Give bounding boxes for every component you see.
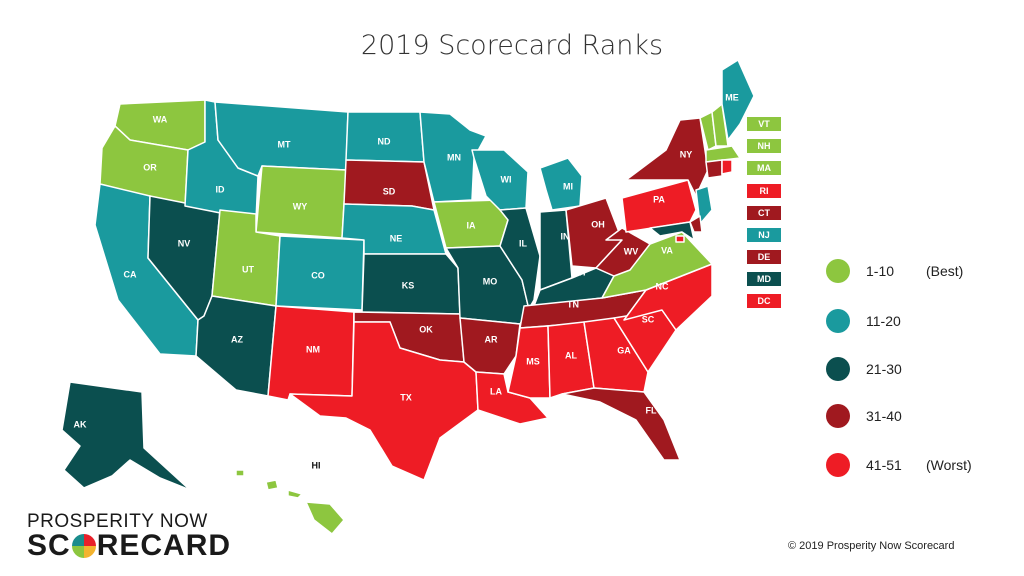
legend-swatch: [826, 309, 850, 333]
logo-text-end: RECARD: [96, 529, 232, 562]
state-de: [689, 215, 703, 233]
label-in: IN: [561, 231, 570, 241]
label-nv: NV: [178, 238, 191, 248]
legend-item-11-20: 11-20: [826, 308, 926, 334]
legend-swatch: [826, 453, 850, 477]
legend-range: 21-30: [866, 361, 902, 377]
state-tx: [289, 321, 479, 481]
state-ct: [705, 159, 723, 179]
label-hi: HI: [312, 460, 321, 470]
state-ga: [583, 317, 649, 393]
label-or: OR: [143, 162, 157, 172]
label-ia: IA: [467, 220, 477, 230]
logo-pie-icon: [71, 534, 96, 558]
legend-note: (Worst): [926, 457, 972, 473]
label-ks: KS: [402, 280, 415, 290]
label-pa: PA: [653, 194, 665, 204]
label-sc: SC: [642, 314, 655, 324]
state-mi: [539, 157, 583, 211]
label-wa: WA: [153, 114, 168, 124]
label-mi: MI: [563, 181, 573, 191]
label-nd: ND: [378, 136, 391, 146]
label-ga: GA: [617, 345, 631, 355]
label-me: ME: [725, 92, 739, 102]
logo-line-2: SC RECARD: [27, 531, 231, 561]
label-mo: MO: [483, 276, 498, 286]
legend-range: 1-10: [866, 263, 895, 279]
legend-note: (Best): [926, 263, 964, 279]
label-va: VA: [661, 245, 673, 255]
chip-ct: CT: [747, 206, 781, 220]
label-wy: WY: [293, 201, 308, 211]
state-dc: [675, 235, 685, 243]
label-ny: NY: [680, 149, 693, 159]
label-sd: SD: [383, 186, 396, 196]
state-pa: [621, 179, 697, 233]
label-tn: TN: [567, 299, 579, 309]
state-md: [649, 221, 695, 241]
legend-item-41-51: 41-51 (Worst): [826, 452, 972, 478]
legend-range: 41-51: [866, 457, 902, 473]
label-la: LA: [490, 386, 502, 396]
state-labels: WA OR CA NV ID MT WY UT AZ CO NM ND SD N…: [74, 92, 739, 470]
chip-de: DE: [747, 250, 781, 264]
label-ak: AK: [74, 419, 87, 429]
logo-text-start: SC: [27, 529, 71, 562]
legend-item-1-10: 1-10 (Best): [826, 258, 963, 284]
label-az: AZ: [231, 334, 243, 344]
label-ar: AR: [485, 334, 498, 344]
legend-swatch: [826, 404, 850, 428]
legend-swatch: [826, 259, 850, 283]
label-ok: OK: [419, 324, 433, 334]
copyright-notice: © 2019 Prosperity Now Scorecard: [788, 540, 955, 552]
label-ca: CA: [124, 269, 137, 279]
label-il: IL: [519, 238, 528, 248]
map-title: 2019 Scorecard Ranks: [360, 30, 664, 61]
legend-range: 31-40: [866, 408, 902, 424]
state-ak: [61, 381, 191, 491]
logo-line-1: PROSPERITY NOW: [27, 511, 208, 532]
state-az: [195, 295, 277, 397]
state-me: [721, 59, 755, 141]
chip-nj: NJ: [747, 228, 781, 242]
chip-dc: DC: [747, 294, 781, 308]
state-la: [475, 371, 549, 425]
chip-ma: MA: [747, 161, 781, 175]
state-ma: [705, 145, 741, 163]
state-fl: [561, 387, 681, 461]
label-oh: OH: [591, 219, 605, 229]
label-mt: MT: [278, 139, 291, 149]
chip-vt: VT: [747, 117, 781, 131]
state-nj: [695, 185, 713, 225]
legend-range: 11-20: [866, 313, 901, 329]
label-fl: FL: [646, 405, 657, 415]
label-wi: WI: [501, 174, 512, 184]
state-ri: [721, 159, 733, 175]
state-ar: [459, 317, 521, 375]
label-id: ID: [216, 184, 226, 194]
label-tx: TX: [400, 392, 412, 402]
label-ky: KY: [575, 267, 588, 277]
label-nc: NC: [656, 281, 669, 291]
legend-item-21-30: 21-30: [826, 356, 926, 382]
legend-item-31-40: 31-40: [826, 403, 926, 429]
label-ne: NE: [390, 233, 403, 243]
chip-nh: NH: [747, 139, 781, 153]
label-wv: WV: [624, 246, 639, 256]
label-ms: MS: [526, 356, 540, 366]
label-al: AL: [565, 350, 577, 360]
prosperity-now-scorecard-logo: PROSPERITY NOW SC RECARD: [27, 512, 231, 561]
chip-ri: RI: [747, 184, 781, 198]
label-mn: MN: [447, 152, 461, 162]
state-hi: [235, 469, 345, 535]
label-co: CO: [311, 270, 325, 280]
state-ny: [625, 117, 709, 197]
legend-swatch: [826, 357, 850, 381]
label-nm: NM: [306, 344, 320, 354]
label-ut: UT: [242, 264, 254, 274]
state-sd: [343, 159, 435, 211]
chip-md: MD: [747, 272, 781, 286]
